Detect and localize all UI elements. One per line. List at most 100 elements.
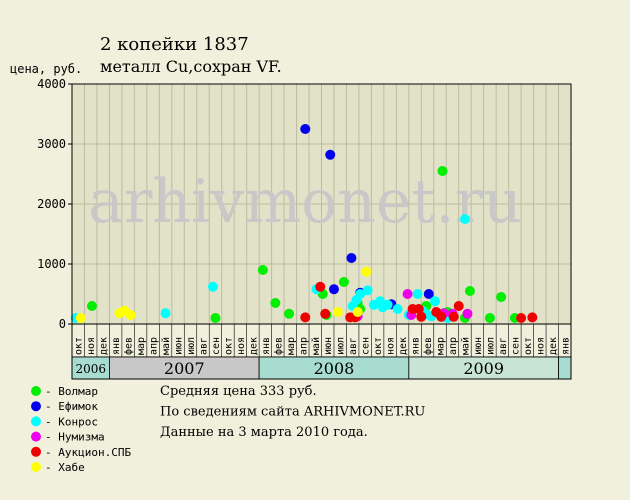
legend-label: - Нумизма (45, 431, 105, 444)
month-label: ноя (236, 337, 247, 355)
month-label: июн (174, 337, 185, 355)
legend-label: - Конрос (45, 415, 98, 428)
data-point (464, 286, 475, 296)
month-label: янв (411, 337, 422, 355)
month-axis: окт ноя дек янв фев мар апр май июн июл авг сен окт н… (72, 323, 571, 357)
data-points (70, 124, 538, 323)
legend-marker (31, 386, 41, 396)
month-label: июл (485, 337, 496, 355)
month-label: окт (523, 337, 534, 355)
year-label: 2006 (75, 362, 106, 376)
month-label: фев (123, 337, 135, 355)
month-label: янв (261, 337, 272, 355)
month-label: ноя (535, 337, 546, 355)
data-point (448, 311, 459, 322)
month-label: май (160, 337, 172, 355)
legend-label: - Аукцион.СПБ (45, 446, 131, 459)
year-label: 2008 (314, 359, 355, 378)
data-point (210, 313, 221, 323)
data-point (315, 281, 326, 292)
y-tick-label: 3000 (37, 137, 66, 151)
year-label: 2007 (164, 359, 205, 378)
watermark: arhivmonet.ru (88, 167, 522, 237)
info-text: Средняя цена 333 руб. По сведениям сайта … (160, 384, 425, 440)
legend-label: - Волмар (45, 385, 98, 398)
data-point (436, 311, 447, 322)
data-point (382, 299, 393, 310)
month-label: окт (373, 337, 384, 355)
year-axis: 2006 2007 2008 2009 (71, 356, 572, 380)
month-label: дек (99, 337, 110, 355)
chart-title: 2 копейки 1837 (100, 34, 249, 55)
y-tick-label: 4000 (37, 77, 66, 91)
month-label: сен (510, 337, 521, 355)
data-point (346, 253, 357, 263)
month-label: янв (560, 337, 571, 355)
y-axis-label: цена, руб. (10, 62, 82, 76)
data-point (352, 307, 363, 317)
data-point (300, 312, 311, 323)
data-point (300, 124, 311, 134)
month-label: авг (498, 337, 509, 355)
data-point (75, 313, 86, 323)
month-label: ноя (86, 337, 97, 355)
data-point (392, 304, 403, 314)
chart-subtitle: металл Cu,сохран VF. (100, 57, 282, 76)
month-label: июл (186, 337, 197, 355)
data-point (361, 266, 372, 277)
data-point (413, 304, 424, 314)
data-point (416, 311, 427, 322)
month-label: июн (473, 337, 484, 355)
month-label: июл (336, 337, 347, 355)
data-point (453, 301, 464, 311)
data-point (412, 289, 423, 299)
data-point (362, 285, 373, 296)
y-axis-ticks: 0 1000 2000 3000 4000 (37, 77, 72, 331)
data-point (355, 289, 366, 299)
month-label: окт (223, 337, 234, 355)
month-label: дек (548, 337, 559, 355)
month-label: май (310, 337, 322, 355)
month-label: окт (74, 337, 85, 355)
data-point (160, 308, 171, 319)
data-point (320, 308, 331, 319)
info-line: Средняя цена 333 руб. (160, 384, 317, 399)
legend-label: - Ефимок (45, 400, 98, 413)
data-point (527, 312, 538, 323)
data-point (257, 265, 268, 275)
legend-marker (31, 416, 41, 427)
data-point (430, 296, 441, 307)
data-point (86, 301, 97, 311)
month-label: янв (111, 337, 122, 355)
month-label: апр (149, 337, 160, 355)
y-tick-label: 0 (59, 317, 66, 331)
month-label: сен (361, 337, 372, 355)
info-line: По сведениям сайта ARHIVMONET.RU (160, 405, 425, 420)
data-point (270, 298, 281, 308)
data-point (284, 308, 295, 319)
data-point (325, 149, 336, 160)
y-tick-label: 1000 (37, 257, 66, 271)
data-point (437, 166, 448, 176)
month-label: мар (436, 337, 447, 355)
month-label: сен (211, 337, 222, 355)
data-point (207, 281, 218, 292)
month-label: авг (348, 337, 359, 355)
legend-marker (31, 431, 41, 442)
month-label: дек (248, 337, 259, 355)
data-point (328, 284, 339, 295)
legend-marker (31, 401, 41, 412)
legend-marker (31, 462, 41, 472)
data-point (423, 289, 434, 299)
month-label: ноя (386, 337, 397, 355)
y-tick-label: 2000 (37, 197, 66, 211)
legend-marker (31, 446, 41, 457)
chart-frame (71, 83, 572, 380)
data-point (332, 307, 343, 317)
month-label: апр (298, 337, 309, 355)
data-point (459, 214, 470, 224)
legend-label: - Хабе (45, 461, 85, 474)
month-label: мар (136, 337, 147, 355)
data-point (125, 310, 136, 320)
